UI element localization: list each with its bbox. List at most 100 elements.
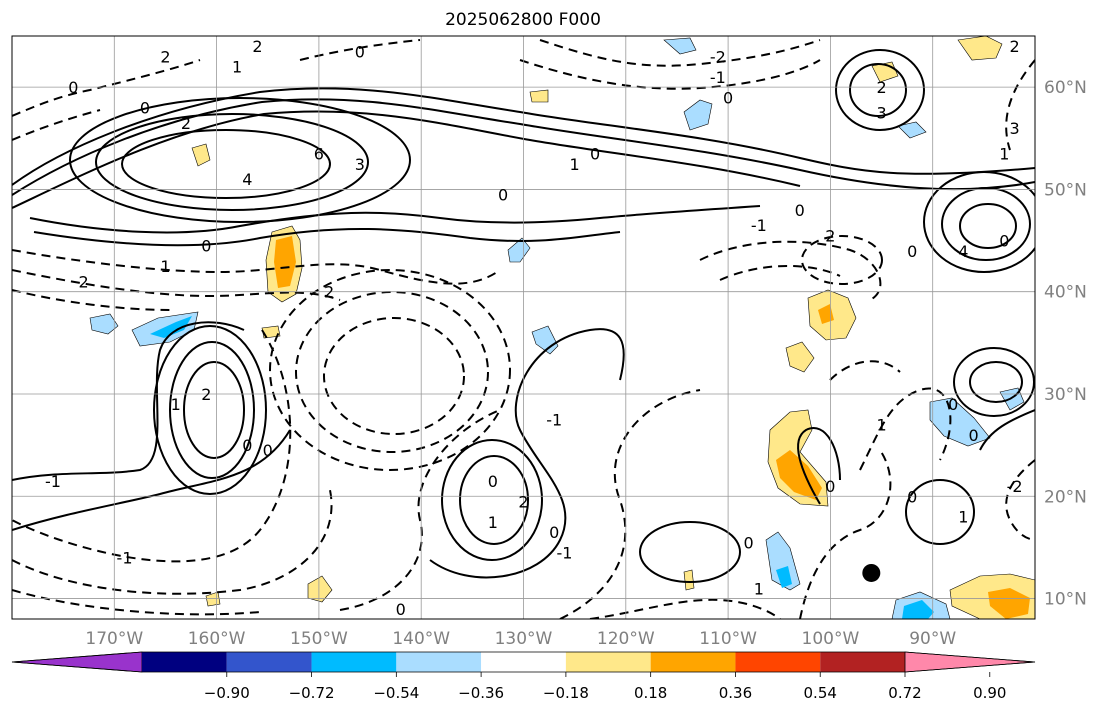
contour-label: 0 [140,99,150,118]
map-frame [11,35,1036,620]
contour-solid [12,429,291,531]
contour-label: 3 [355,155,365,174]
colorbar-segment [226,652,312,672]
colorbar-extension-high [904,651,1036,673]
colorbar-tick-label: −0.54 [373,684,419,702]
contour-label: -1 [751,216,767,235]
contour-label: 2 [518,492,528,511]
contour-label: -1 [710,68,726,87]
contour-label: 0 [825,477,835,496]
latitude-tick-label: 20°N [1044,487,1087,507]
contour-label: 1 [232,58,242,77]
contour-label: 1 [570,155,580,174]
contour-label: 0 [355,42,365,61]
contour-solid [905,479,975,545]
contour-dashed [12,589,261,616]
contour-label: 1 [160,257,170,276]
latitude-tick-label: 30°N [1044,385,1087,405]
colorbar-outline [11,651,1036,673]
contour-dashed [12,489,333,595]
contour-label: 0 [969,426,979,445]
contour-label: -1 [117,549,133,568]
colorbar-segment [820,652,905,672]
longitude-tick-label: 170°W [85,629,143,649]
contour-dashed [323,317,465,435]
latitude-tick-label: 60°N [1044,78,1087,98]
contour-solid [429,328,625,579]
contour-dashed [539,39,821,67]
contour-label: 0 [68,78,78,97]
contour-label: 0 [907,242,917,261]
latitude-tick-label: 50°N [1044,180,1087,200]
positive-anomaly-area [683,569,695,591]
contour-label: 1 [754,579,764,598]
contour-solid [969,361,1023,403]
positive-anomaly-area [785,341,815,373]
contour-label: -1 [556,544,572,563]
contour-solid [153,325,267,495]
positive-anomaly-area [529,89,549,103]
negative-anomaly-core [150,316,192,338]
contour-label: -1 [45,472,61,491]
longitude-tick-labels: 170°W 160°W 150°W 140°W 130°W 120°W 110°W 100°W… [85,629,956,649]
contour-dashed [12,289,171,311]
figure-title: 2025062800 F000 [445,10,601,30]
contour-solid [797,427,841,505]
contour-solid [169,341,255,479]
contour-label: 0 [948,395,958,414]
longitude-tick-label: 110°W [699,629,757,649]
contour-solid [69,97,411,223]
contour-label: 3 [876,104,886,123]
contour-dashed [559,389,701,619]
negative-anomaly-area [897,121,927,139]
contour-label: 4 [958,242,968,261]
contour-label: 2 [1009,37,1019,56]
negative-anomaly-area [663,37,697,55]
colorbar-segment [650,652,736,672]
colorbar-segment [396,652,482,672]
contour-label: 2 [181,114,191,133]
contour-label: 2 [324,283,334,302]
contour-label: 0 [723,88,733,107]
colorbar-segment [735,652,821,672]
negative-anomaly-core [902,600,934,619]
contour-dashed [339,409,501,611]
contour-label: 2 [252,37,262,56]
contour-solid [959,203,1017,249]
contour-solid [459,455,529,545]
positive-anomaly-core [274,236,296,288]
negative-anomaly-area [507,237,531,263]
contour-label: 0 [263,441,273,460]
contour-solid [12,321,245,481]
contour-lines [12,39,1035,619]
contour-dashed [801,235,883,285]
positive-anomaly-core [988,588,1030,619]
latitude-tick-label: 10°N [1044,590,1087,610]
contour-solid [441,439,543,561]
colorbar-tick-label: 0.36 [719,684,752,702]
contour-label: 2 [876,78,886,97]
contour-label: 0 [242,436,252,455]
contour-label: 4 [242,170,252,189]
contour-dashed [519,59,821,90]
contour-dashed [12,269,341,301]
colorbar-tick-label: −0.18 [543,684,589,702]
contour-dashed [12,249,501,285]
contour-label: 0 [999,232,1009,251]
contour-dashed [299,39,421,61]
contour-dashed [699,240,882,301]
positive-anomaly-area [957,36,1003,61]
contour-dashed [829,360,901,381]
negative-anomaly-area [929,397,991,447]
colorbar-extension-low [11,651,143,673]
contour-solid [183,361,245,459]
colorbar-segment [565,652,651,672]
colorbar-segment [481,652,566,672]
contour-label: 0 [907,487,917,506]
contour-dashed [859,387,952,471]
contour-solid [923,171,1035,273]
contour-solid [639,521,741,583]
